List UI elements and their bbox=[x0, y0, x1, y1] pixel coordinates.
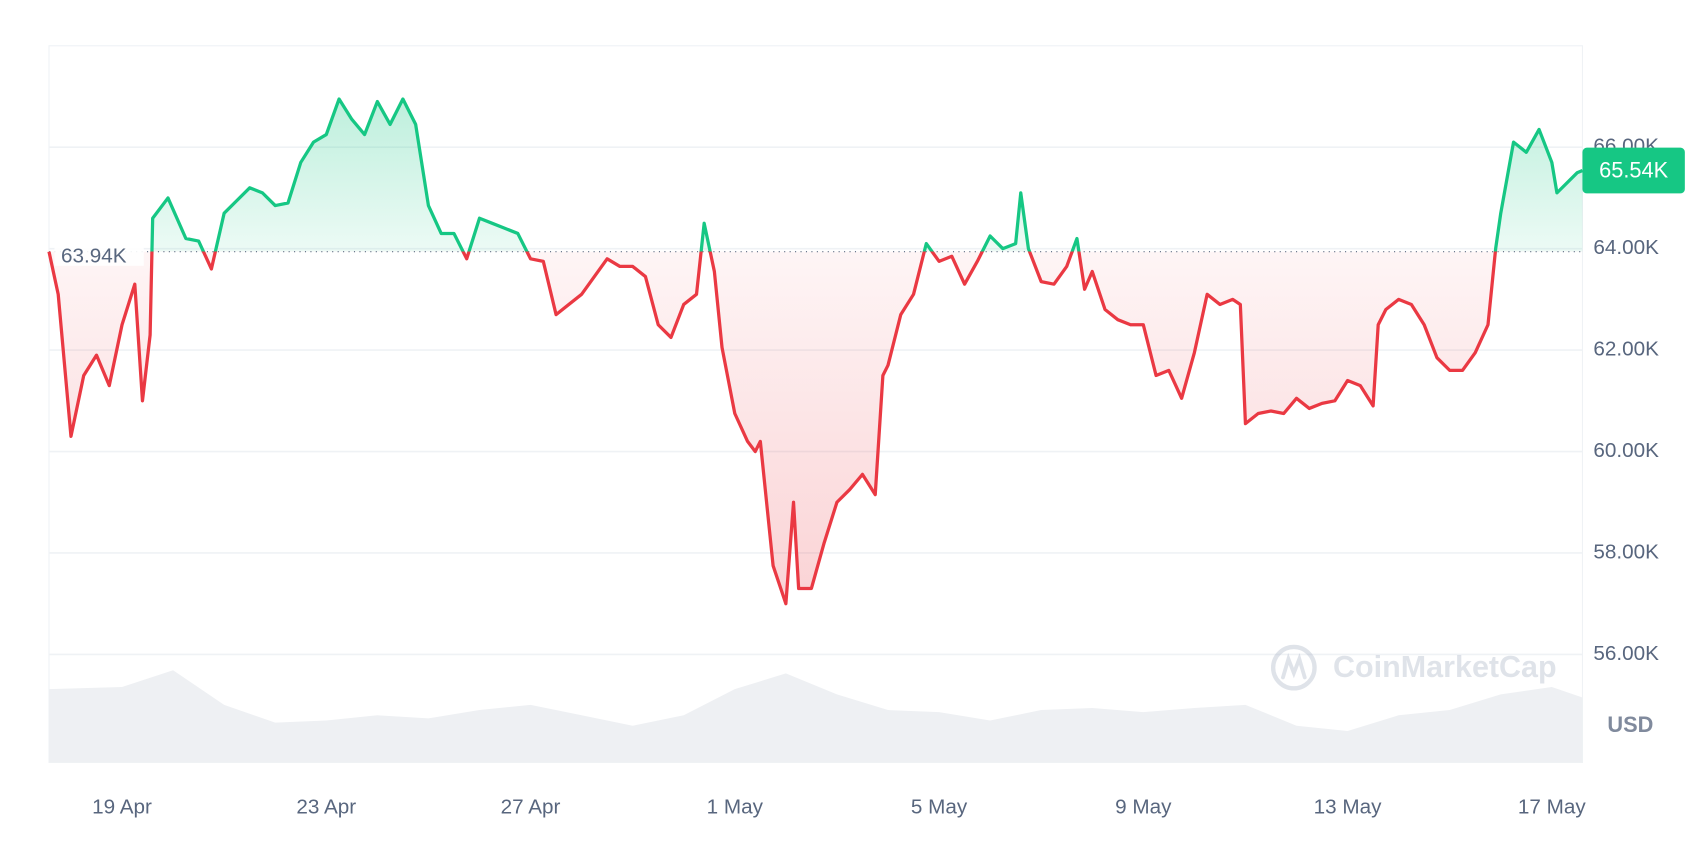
y-tick-label: 62.00K bbox=[1593, 338, 1659, 361]
currency-label: USD bbox=[1607, 712, 1653, 737]
baseline-label: 63.94K bbox=[61, 245, 127, 268]
y-tick-label: 56.00K bbox=[1593, 642, 1659, 665]
baseline-label-bg bbox=[54, 237, 144, 266]
x-tick-label: 17 May bbox=[1518, 796, 1586, 819]
current-price-tag bbox=[1582, 147, 1685, 194]
x-tick-label: 27 Apr bbox=[501, 796, 561, 819]
x-tick-label: 5 May bbox=[911, 796, 968, 819]
x-tick-label: 9 May bbox=[1115, 796, 1172, 819]
y-tick-label: 60.00K bbox=[1593, 439, 1659, 462]
price-area bbox=[49, 99, 1583, 604]
x-tick-label: 23 Apr bbox=[296, 796, 356, 819]
watermark: CoinMarketCap bbox=[1270, 644, 1557, 691]
y-tick-label: 64.00K bbox=[1593, 236, 1659, 259]
x-tick-label: 19 Apr bbox=[92, 796, 152, 819]
y-tick-label: 58.00K bbox=[1593, 540, 1659, 563]
volume-area bbox=[49, 670, 1583, 763]
x-tick-label: 13 May bbox=[1314, 796, 1382, 819]
price-line bbox=[47, 97, 1584, 606]
watermark-text: CoinMarketCap bbox=[1333, 650, 1557, 684]
current-price-label: 65.54K bbox=[1599, 157, 1668, 182]
x-tick-label: 1 May bbox=[707, 796, 764, 819]
